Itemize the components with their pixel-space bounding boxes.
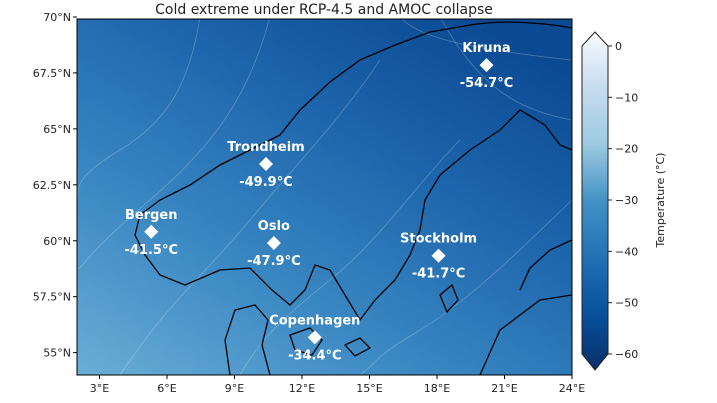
city-temperature: -41.7°C [412, 267, 466, 282]
city-marker-trondheim: Trondheim -49.9°C [227, 140, 304, 190]
city-marker-oslo: Oslo -47.9°C [247, 219, 301, 269]
colorbar-tick-label: −30 [615, 194, 638, 207]
city-temperature: -47.9°C [247, 254, 301, 269]
city-name: Copenhagen [269, 313, 360, 328]
colorbar-tick-label: −50 [615, 297, 638, 310]
lon-tick-label: 12°E [289, 382, 315, 395]
lon-tick-label: 9°E [225, 382, 244, 395]
lon-tick-label: 18°E [424, 382, 450, 395]
colorbar-tick-label: −10 [615, 91, 638, 104]
colorbar-tick-label: −40 [615, 245, 638, 258]
lat-tick-label: 67.5°N [33, 67, 71, 80]
lat-tick-label: 65°N [43, 123, 71, 136]
lat-tick-label: 70°N [43, 11, 71, 24]
temperature-field [77, 19, 572, 375]
diamond-marker-icon [479, 58, 494, 73]
city-name: Kiruna [462, 41, 510, 56]
colorbar-bar [581, 31, 609, 371]
city-marker-copenhagen: Copenhagen -34.4°C [269, 313, 360, 363]
lat-tick-label: 62.5°N [33, 179, 71, 192]
diamond-marker-icon [259, 157, 273, 172]
lon-tick-label: 6°E [157, 382, 176, 395]
contour-lines [77, 19, 572, 375]
lon-tick-label: 21°E [491, 382, 517, 395]
colorbar-label: Temperature (°C) [654, 153, 667, 249]
lat-tick-label: 60°N [43, 235, 71, 248]
city-name: Trondheim [227, 140, 304, 155]
lat-tick-label: 57.5°N [33, 291, 71, 304]
lat-tick-label: 55°N [43, 347, 71, 360]
city-marker-stockholm: Stockholm -41.7°C [400, 232, 477, 282]
city-marker-kiruna: Kiruna -54.7°C [460, 41, 514, 91]
city-marker-bergen: Bergen -41.5°C [124, 208, 178, 258]
colorbar: 0 −10 −20 −30 −40 −50 −60 Temperature (°C) [581, 31, 667, 371]
colorbar-tick-label: −20 [615, 143, 638, 156]
diamond-marker-icon [307, 330, 322, 345]
coastlines [134, 21, 572, 375]
lon-tick-label: 15°E [356, 382, 382, 395]
colorbar-tick-label: −60 [615, 348, 638, 361]
lon-tick-label: 3°E [90, 382, 109, 395]
diamond-marker-icon [144, 224, 159, 239]
city-temperature: -49.9°C [239, 175, 293, 190]
map-area [77, 19, 572, 375]
plot-frame [76, 18, 573, 376]
city-temperature: -54.7°C [460, 76, 514, 91]
map-title: Cold extreme under RCP-4.5 and AMOC coll… [155, 2, 493, 18]
diamond-marker-icon [266, 235, 281, 250]
city-name: Stockholm [400, 232, 477, 247]
lon-tick-label: 24°E [559, 382, 585, 395]
diamond-marker-icon [431, 248, 446, 263]
city-temperature: -41.5°C [124, 243, 178, 258]
city-temperature: -34.4°C [288, 348, 342, 363]
colorbar-tick-label: 0 [615, 40, 622, 53]
city-name: Bergen [125, 208, 178, 223]
city-name: Oslo [258, 219, 290, 234]
